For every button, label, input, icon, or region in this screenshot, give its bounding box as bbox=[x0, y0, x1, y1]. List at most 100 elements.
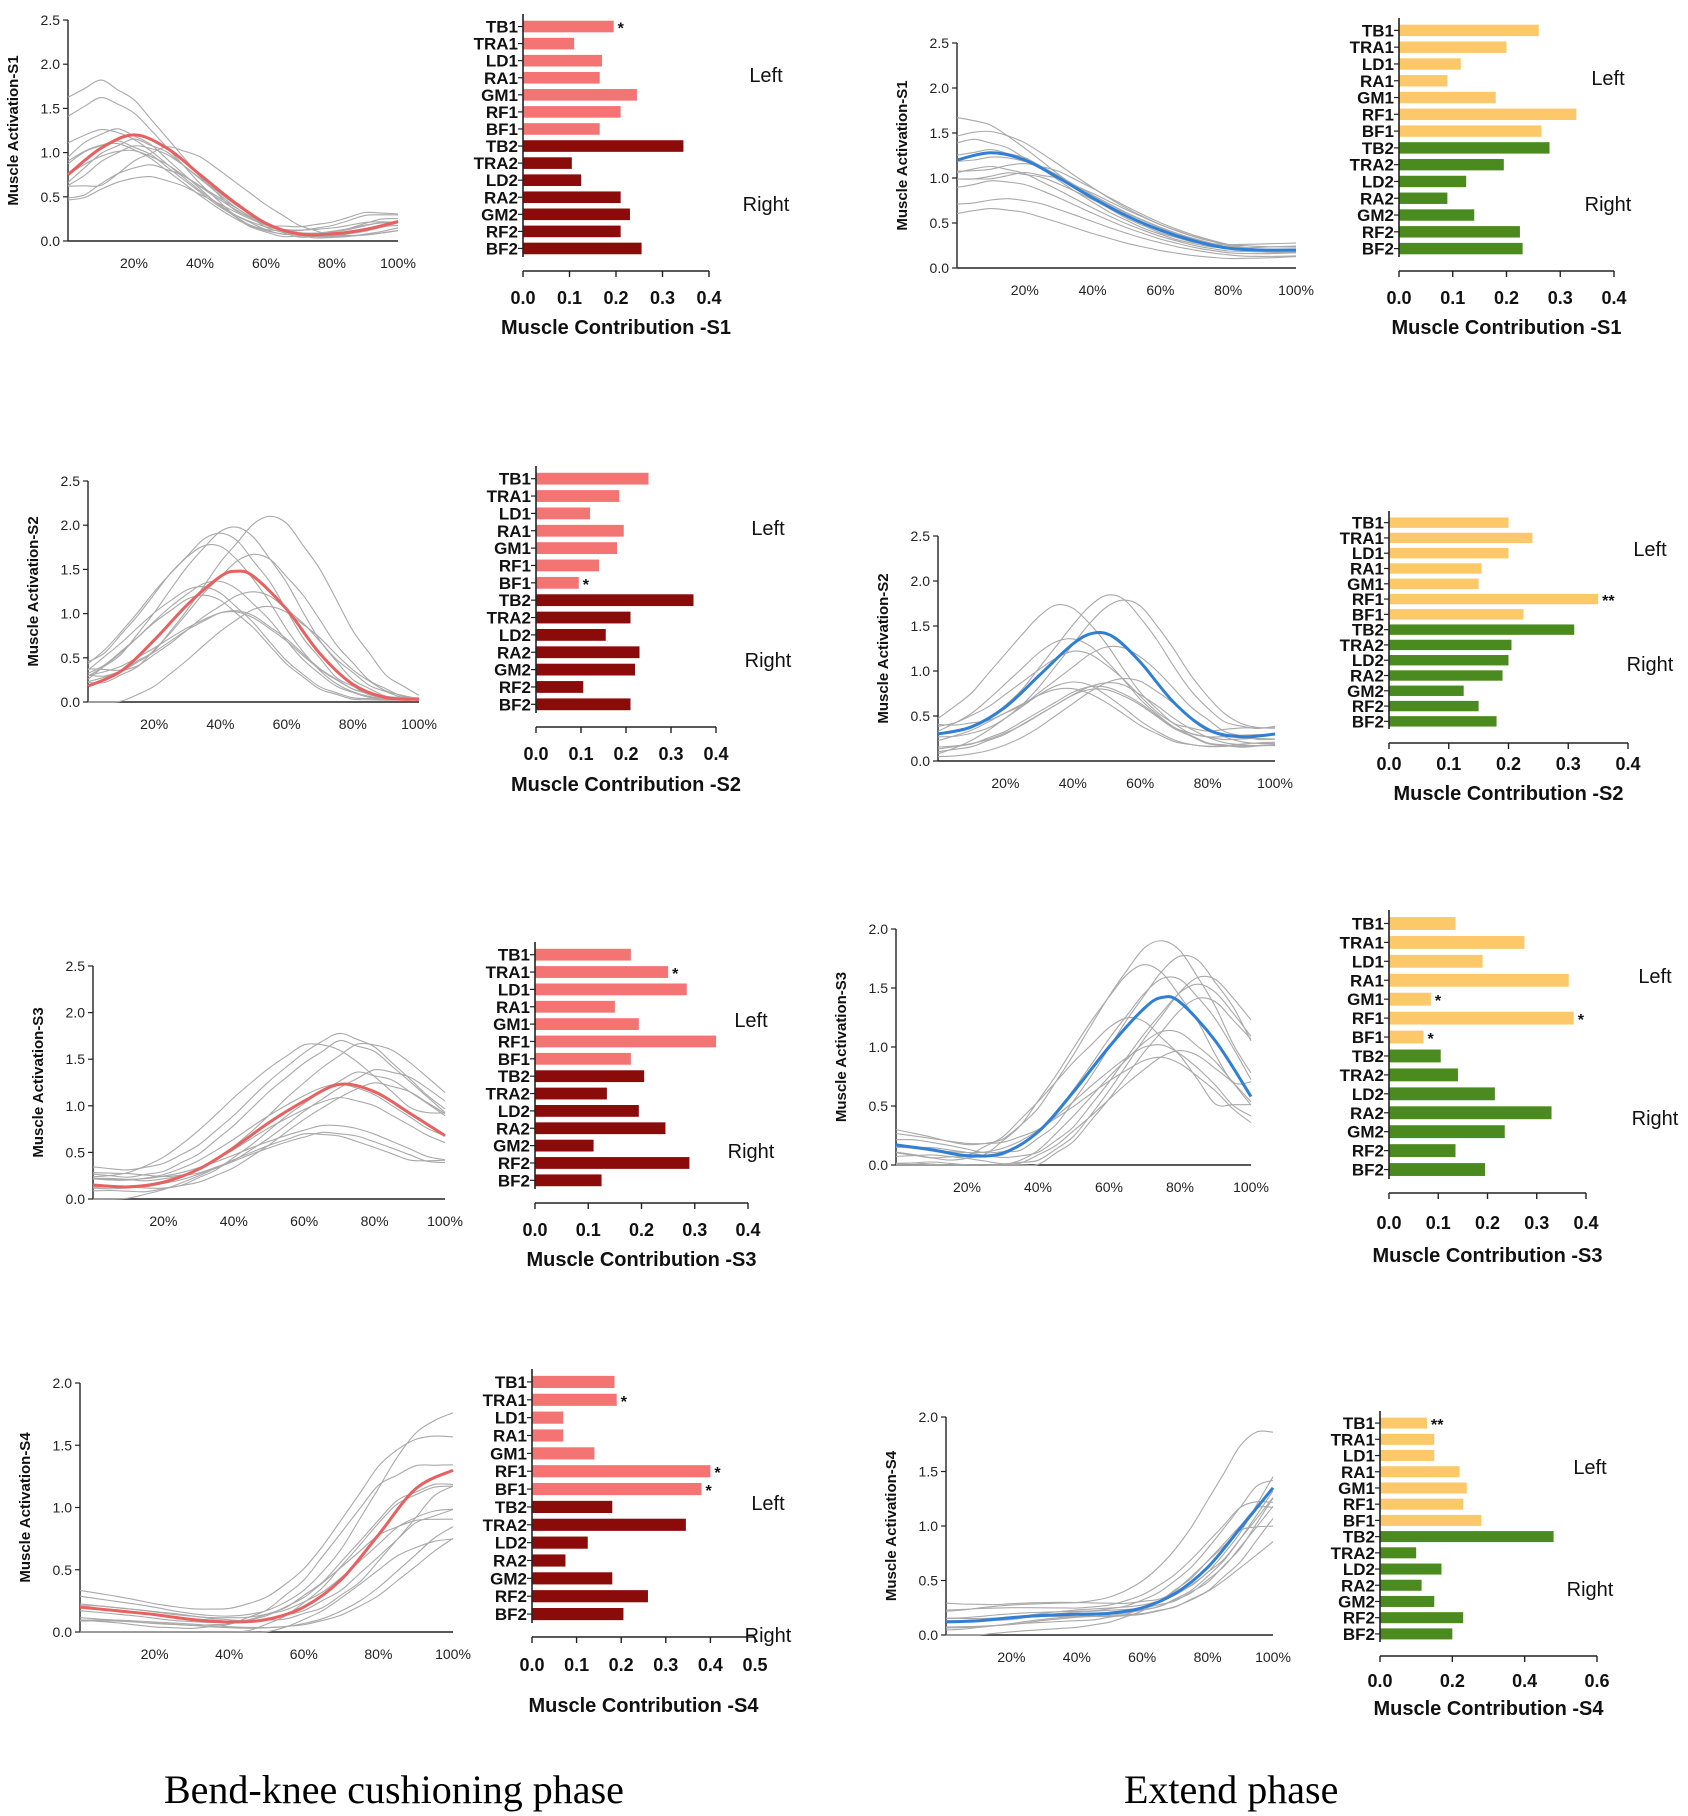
bar-GM1 bbox=[535, 1018, 639, 1031]
x-tick-label: 0.2 bbox=[1496, 754, 1521, 774]
bar-TRA1 bbox=[1399, 41, 1507, 53]
individual-trace bbox=[956, 198, 1297, 257]
individual-trace bbox=[92, 1042, 446, 1182]
muscle-label-GM1: GM1 bbox=[1357, 89, 1394, 108]
y-tick-label: 2.0 bbox=[911, 573, 931, 589]
side-label-right: Right bbox=[1567, 1579, 1614, 1601]
y-tick-label: 1.0 bbox=[66, 1098, 86, 1114]
extend-s2-contribution: TB1TRA1LD1RA1GM1RF1BF1TB2TRA2LD2RA2GM2RF… bbox=[1340, 511, 1674, 805]
bar-GM2 bbox=[532, 1572, 613, 1585]
x-tick-label: 60% bbox=[290, 1646, 318, 1662]
individual-trace bbox=[67, 138, 399, 238]
individual-trace bbox=[895, 940, 1252, 1146]
muscle-label-BF1: BF1 bbox=[1352, 1028, 1384, 1047]
bar-RF2 bbox=[535, 1157, 690, 1169]
y-tick-label: 1.5 bbox=[869, 980, 889, 996]
muscle-label-BF2: BF2 bbox=[495, 1605, 527, 1624]
x-tick-label: 60% bbox=[252, 255, 280, 271]
individual-trace bbox=[79, 1537, 454, 1629]
bar-TB1 bbox=[536, 472, 649, 485]
muscle-label-RA1: RA1 bbox=[496, 998, 530, 1017]
x-axis-label: Muscle Contribution -S1 bbox=[501, 317, 731, 339]
muscle-label-TB1: TB1 bbox=[1343, 1414, 1375, 1433]
muscle-label-GM2: GM2 bbox=[493, 1137, 530, 1156]
individual-trace bbox=[92, 1082, 446, 1189]
bar-TB1 bbox=[532, 1375, 615, 1388]
bar-LD1 bbox=[536, 507, 590, 520]
individual-trace bbox=[87, 594, 420, 701]
muscle-label-LD2: LD2 bbox=[486, 171, 518, 190]
bar-TB1 bbox=[1389, 517, 1509, 528]
y-tick-label: 1.5 bbox=[61, 561, 81, 577]
x-tick-label: 0.1 bbox=[568, 744, 593, 764]
x-tick-label: 60% bbox=[290, 1213, 318, 1229]
bar-TRA2 bbox=[535, 1087, 607, 1100]
x-tick-label: 40% bbox=[186, 255, 214, 271]
muscle-label-LD1: LD1 bbox=[1343, 1447, 1375, 1466]
significance-star: ** bbox=[1602, 593, 1615, 610]
bar-RA1 bbox=[523, 71, 600, 84]
muscle-label-RF1: RF1 bbox=[486, 103, 518, 122]
x-axis-label: Muscle Contribution -S4 bbox=[1374, 1698, 1605, 1720]
bar-RA1 bbox=[535, 1000, 615, 1013]
x-tick-label: 100% bbox=[1255, 1649, 1291, 1665]
x-tick-label: 20% bbox=[953, 1179, 981, 1195]
muscle-label-TRA2: TRA2 bbox=[1340, 1066, 1384, 1085]
muscle-label-LD2: LD2 bbox=[499, 626, 531, 645]
bar-BF1 bbox=[1389, 609, 1524, 620]
individual-trace bbox=[896, 1029, 1252, 1166]
bend-s4-activation: 0.0 0.5 1.0 1.5 2.0 20% 40% 60% 80% 100% Muscle Ac… bbox=[17, 1375, 471, 1662]
muscle-label-RA1: RA1 bbox=[497, 522, 531, 541]
muscle-label-BF2: BF2 bbox=[486, 239, 518, 258]
x-tick-label: 100% bbox=[1257, 775, 1293, 791]
y-tick-label: 1.5 bbox=[41, 100, 61, 116]
muscle-label-RA2: RA2 bbox=[1341, 1576, 1375, 1595]
bar-RF1 bbox=[1389, 1011, 1574, 1025]
bar-GM1 bbox=[523, 89, 637, 101]
individual-trace bbox=[937, 688, 1276, 753]
x-tick-label: 0.0 bbox=[1367, 1671, 1392, 1691]
muscle-label-RA1: RA1 bbox=[1360, 72, 1394, 91]
bar-LD2 bbox=[1389, 655, 1509, 666]
x-tick-label: 0.1 bbox=[1426, 1213, 1451, 1233]
y-tick-label: 0.0 bbox=[930, 260, 950, 276]
y-tick-label: 0.0 bbox=[53, 1624, 73, 1640]
bar-RA2 bbox=[536, 646, 640, 659]
individual-trace bbox=[937, 599, 1276, 738]
bar-RF2 bbox=[1380, 1612, 1464, 1624]
x-tick-label: 40% bbox=[1059, 775, 1087, 791]
x-tick-label: 0.1 bbox=[1436, 754, 1461, 774]
bar-BF2 bbox=[1380, 1628, 1453, 1640]
significance-star: * bbox=[1427, 1031, 1434, 1048]
bar-TB2 bbox=[1380, 1531, 1554, 1543]
muscle-label-TB2: TB2 bbox=[1343, 1528, 1375, 1547]
caption-extend-phase: Extend phase bbox=[1124, 1767, 1339, 1812]
y-tick-label: 0.0 bbox=[41, 233, 61, 249]
bar-TB2 bbox=[1399, 142, 1550, 154]
y-axis-label: Muscle Activation-S4 bbox=[883, 1450, 900, 1601]
bend-s3-activation: 0.0 0.5 1.0 1.5 2.0 2.5 20% 40% 60% 80% 100% Muscle… bbox=[30, 958, 463, 1229]
x-tick-label: 80% bbox=[339, 716, 367, 732]
y-tick-label: 2.0 bbox=[53, 1375, 73, 1391]
muscle-label-GM1: GM1 bbox=[494, 539, 531, 558]
x-tick-label: 0.2 bbox=[603, 288, 628, 308]
muscle-label-BF2: BF2 bbox=[1352, 1161, 1384, 1180]
bar-TB1 bbox=[535, 948, 631, 961]
significance-star: * bbox=[621, 1394, 628, 1411]
y-tick-label: 0.0 bbox=[911, 753, 931, 769]
x-tick-label: 0.0 bbox=[1376, 1213, 1401, 1233]
y-tick-label: 1.0 bbox=[869, 1039, 889, 1055]
bar-BF2 bbox=[1389, 716, 1497, 727]
x-tick-label: 80% bbox=[1194, 775, 1222, 791]
muscle-label-RF2: RF2 bbox=[495, 1587, 527, 1606]
x-tick-label: 0.0 bbox=[510, 288, 535, 308]
side-label-right: Right bbox=[1627, 654, 1674, 676]
y-tick-label: 0.5 bbox=[53, 1562, 73, 1578]
muscle-label-RA1: RA1 bbox=[1350, 971, 1384, 990]
muscle-label-RA2: RA2 bbox=[496, 1119, 530, 1138]
individual-trace bbox=[67, 146, 399, 237]
x-tick-label: 0.1 bbox=[576, 1220, 601, 1240]
mean-activation-curve bbox=[92, 1082, 446, 1189]
individual-trace bbox=[937, 682, 1276, 748]
caption-bend-phase: Bend-knee cushioning phase bbox=[164, 1767, 624, 1812]
